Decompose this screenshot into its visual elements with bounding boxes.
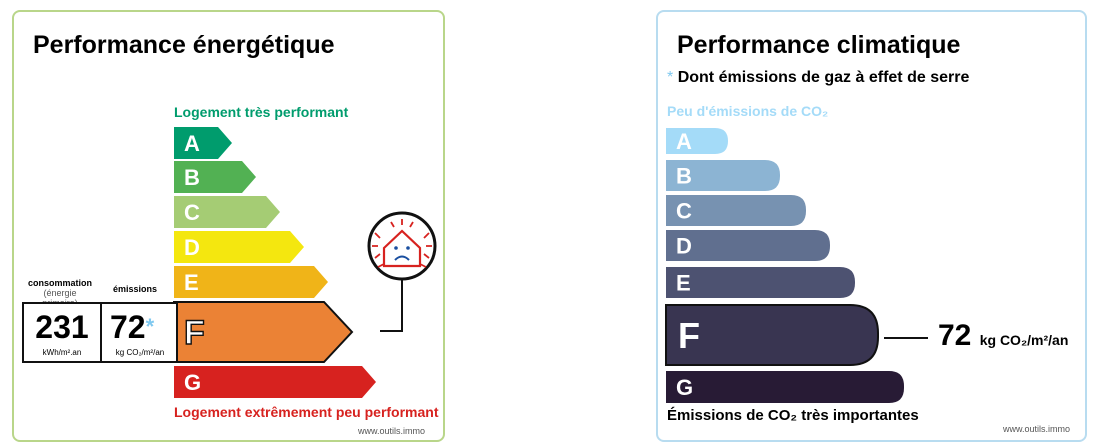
- climate-value: 72: [938, 319, 972, 352]
- energy-top-label: Logement très performant: [174, 104, 349, 120]
- energy-class-letter: E: [184, 270, 199, 295]
- energy-title: Performance énergétique: [33, 31, 335, 59]
- climate-unit: kg CO₂/m²/an: [979, 332, 1069, 348]
- energy-class-f: F: [173, 301, 354, 363]
- climate-class-f: F: [665, 304, 879, 366]
- energy-class-letter: F: [184, 314, 205, 352]
- climate-watermark: www.outils.immo: [1003, 424, 1071, 434]
- climate-class-a: A: [666, 128, 728, 154]
- icon-connector-line: [380, 280, 403, 332]
- energy-class-letter: A: [184, 131, 200, 156]
- values-box: 231 kWh/m².an 72* kg CO₂/m²/an: [22, 302, 178, 363]
- emissions-value: 72*: [110, 310, 154, 344]
- emissions-star: *: [145, 314, 155, 339]
- climate-subtitle-text: Dont émissions de gaz à effet de serre: [677, 69, 970, 86]
- climate-class-letter: E: [676, 271, 691, 296]
- consumption-caption-line1: consommation: [27, 278, 92, 288]
- climate-class-letter: C: [676, 199, 692, 224]
- climate-class-g: G: [666, 371, 904, 403]
- energy-class-d: D: [174, 231, 304, 263]
- climate-class-letter: B: [676, 164, 692, 189]
- climate-bottom-label: Émissions de CO₂ très importantes: [667, 407, 919, 424]
- climate-title: Performance climatique: [677, 31, 961, 59]
- energy-bottom-label: Logement extrêmement peu performant: [174, 404, 439, 420]
- energy-class-a: A: [174, 127, 232, 159]
- energy-class-letter: C: [184, 200, 200, 225]
- cold-house-sad-icon: [367, 211, 437, 281]
- climate-top-label: Peu d'émissions de CO₂: [667, 103, 829, 119]
- climate-class-letter: D: [676, 234, 692, 259]
- energy-class-letter: G: [184, 370, 201, 395]
- emissions-unit: kg CO₂/m²/an: [115, 348, 165, 357]
- consumption-unit: kWh/m².an: [42, 348, 82, 357]
- climate-class-letter: G: [676, 375, 693, 400]
- climate-class-d: D: [666, 230, 830, 261]
- emissions-value-number: 72: [110, 309, 146, 345]
- energy-watermark: www.outils.immo: [358, 426, 426, 436]
- climate-class-b: B: [666, 160, 780, 191]
- energy-class-c: C: [174, 196, 280, 228]
- climate-class-e: E: [666, 267, 855, 298]
- climate-subtitle: * Dont émissions de gaz à effet de serre: [667, 69, 969, 87]
- emissions-caption: émissions: [112, 284, 158, 294]
- energy-class-e: E: [174, 266, 328, 298]
- values-divider: [100, 304, 102, 361]
- climate-class-letter: F: [678, 315, 700, 356]
- consumption-value: 231: [35, 309, 89, 345]
- climate-class-letter: A: [676, 129, 692, 154]
- energy-class-letter: D: [184, 235, 200, 260]
- climate-class-c: C: [666, 195, 806, 226]
- energy-class-b: B: [174, 161, 256, 193]
- climate-star: *: [667, 69, 674, 86]
- energy-class-g: G: [174, 366, 376, 398]
- climate-value-display: 72 kg CO₂/m²/an: [938, 319, 1068, 353]
- energy-class-letter: B: [184, 165, 200, 190]
